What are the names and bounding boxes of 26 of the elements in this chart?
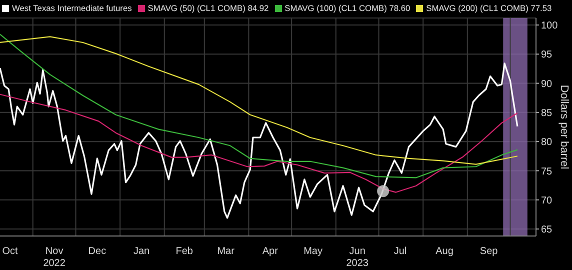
line-series [0,62,518,219]
x-tick-label: Feb [176,246,194,257]
y-tick-label: 80 [541,137,553,148]
x-tick-label: Aug [436,246,454,257]
legend-label: SMAVG (50) (CL1 COMB) 84.92 [148,3,269,13]
x-tick-label: Sep [480,246,498,257]
x-tick-label: May [304,246,322,257]
x-tick-label: Nov 2022 [43,246,66,269]
x-tick-label: Oct [2,246,18,257]
x-tick-label: Apr [262,246,279,257]
legend-label: SMAVG (100) (CL1 COMB) 78.60 [284,3,410,13]
legend-label: SMAVG (200) (CL1 COMB) 77.53 [426,3,552,13]
x-tick-label: Jan [133,246,150,257]
y-tick-label: 100 [541,20,558,32]
x-tick-label: Jul [394,246,407,257]
x-tick-label: Dec [88,246,106,257]
y-tick-label: 95 [541,50,553,61]
y-tick-label: 70 [541,195,553,206]
x-tick-label: Mar [217,246,236,257]
x-tick-label: Jun 2023 [346,246,369,269]
y-tick-label: 75 [541,166,553,178]
y-axis-title: Dollars per barrel [558,84,570,170]
y-tick-label: 85 [541,108,553,119]
y-tick-label: 90 [541,78,553,90]
y-tick-label: 65 [541,224,553,236]
legend-label: West Texas Intermediate futures [12,3,132,13]
